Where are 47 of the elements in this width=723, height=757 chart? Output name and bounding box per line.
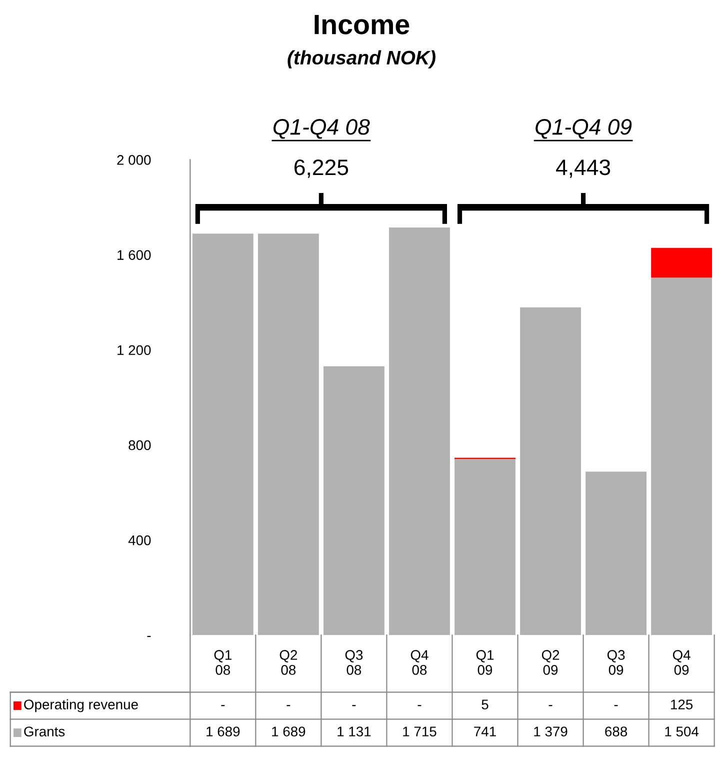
x-tick-label: Q2 09: [542, 650, 560, 675]
bar: [258, 234, 319, 636]
data-label: -: [548, 705, 552, 706]
data-label: 741: [474, 726, 496, 736]
legend-label: Grants: [24, 726, 65, 736]
bar: [192, 234, 254, 636]
x-tick-label: Q1 09: [476, 650, 494, 675]
x-tick-label: Q3 08: [345, 650, 363, 675]
y-tick-label: 400: [128, 535, 151, 546]
x-tick-label: Q1 08: [214, 650, 232, 675]
data-label: 1 379: [534, 726, 568, 736]
y-tick-label: 1 200: [118, 345, 151, 356]
annotation: 4,443: [556, 159, 610, 178]
chart-title: Income: [314, 14, 410, 34]
data-label: -: [286, 705, 290, 706]
legend-label: Operating revenue: [24, 699, 138, 712]
y-tick-label: -: [147, 636, 151, 638]
bar: [586, 472, 647, 636]
x-tick-label: Q2 08: [280, 650, 297, 675]
y-tick-label: 800: [128, 440, 151, 450]
chart-subtitle: (thousand NOK): [288, 50, 436, 68]
text: Q1-Q4 08: [274, 119, 370, 139]
data-label: 1 504: [665, 726, 699, 736]
data-label: -: [352, 705, 356, 706]
data-label: -: [614, 705, 618, 706]
bar: [651, 278, 712, 636]
data-label: 1 131: [338, 726, 371, 736]
bar: [520, 307, 581, 636]
x-tick-label: Q4 09: [672, 650, 690, 675]
data-label: 5: [482, 700, 488, 710]
data-label: 1 715: [403, 726, 436, 736]
bar: [323, 366, 384, 636]
data-label: 688: [605, 726, 628, 736]
x-tick-label: Q4 08: [410, 650, 428, 675]
bar: [454, 458, 516, 636]
data-label: 1 689: [206, 726, 240, 736]
data-label: 125: [671, 700, 693, 710]
annotation: 6,225: [294, 159, 348, 178]
text: Q1-Q4 09: [536, 119, 632, 139]
data-label: -: [221, 705, 225, 706]
y-tick-label: 1 600: [118, 250, 151, 260]
bar: [651, 248, 712, 278]
x-tick-label: Q3 09: [607, 650, 625, 675]
data-label: -: [418, 705, 422, 706]
data-label: 1 689: [272, 726, 306, 736]
y-tick-label: 2 000: [117, 155, 151, 165]
bar: [389, 227, 450, 636]
